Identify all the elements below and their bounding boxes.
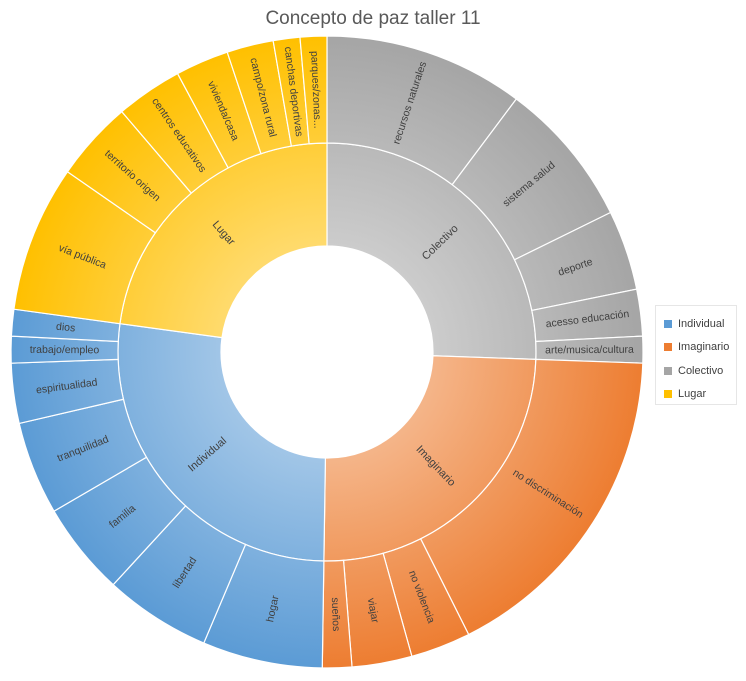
- legend-label: Lugar: [678, 388, 707, 401]
- outer-label-hogar: hogar: [264, 594, 281, 623]
- legend-item-lugar: Lugar: [664, 383, 732, 407]
- legend-swatch-lugar: [664, 390, 672, 399]
- outer-label-parques-zonas: parques/zonas...: [308, 51, 323, 129]
- legend-swatch-imaginario: [664, 343, 672, 352]
- legend-item-individual: Individual: [664, 312, 732, 336]
- outer-segment-parques-zonas: [299, 35, 328, 145]
- legend-item-colectivo: Colectivo: [664, 359, 732, 383]
- outer-label-viajar: viajar: [365, 597, 381, 624]
- legend-label: Colectivo: [678, 364, 724, 377]
- outer-label-suenos: sueños: [329, 597, 342, 631]
- outer-label-dios: dios: [55, 321, 75, 335]
- outer-label-trabajo-empleo: trabajo/empleo: [30, 344, 100, 357]
- legend-item-imaginario: Imaginario: [664, 336, 732, 360]
- chart-title: Concepto de paz taller 11: [265, 8, 481, 29]
- legend-swatch-colectivo: [664, 366, 672, 375]
- legend-label: Imaginario: [678, 341, 730, 354]
- outer-label-arte-musica-cultura: arte/musica/cultura: [545, 344, 634, 357]
- legend-swatch-individual: [664, 319, 672, 328]
- legend: Individual Imaginario Colectivo Lugar: [655, 305, 737, 405]
- legend-label: Individual: [678, 317, 725, 330]
